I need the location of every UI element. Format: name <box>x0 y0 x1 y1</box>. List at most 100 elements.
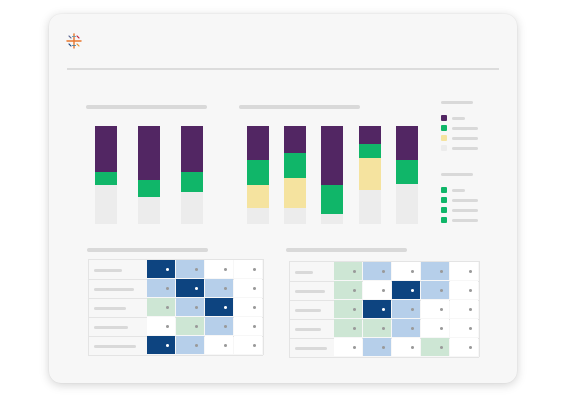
chart1-bar-1-purple-segment <box>95 126 117 173</box>
heatmap2-cell-5-4 <box>421 338 449 356</box>
heatmap2-cell-3-1 <box>334 300 362 318</box>
heatmap-1-title-placeholder <box>87 248 208 252</box>
heatmap2-cell-1-4-marker <box>440 269 443 273</box>
heatmap2-cell-5-2-marker <box>382 345 385 349</box>
heatmap1-cell-4-2 <box>176 317 204 335</box>
chart-2-title-placeholder <box>239 105 360 109</box>
heatmap1-frame-left <box>88 259 89 355</box>
heatmap1-row-label-3 <box>94 306 126 310</box>
heatmap1-cell-5-2-marker <box>195 343 198 347</box>
tableau-logo-icon[interactable] <box>66 33 82 49</box>
heatmap2-cell-3-4 <box>421 300 449 318</box>
heatmap2-cell-1-5 <box>450 262 478 280</box>
heatmap2-cell-1-4 <box>421 262 449 280</box>
heatmap1-row-divider-4 <box>88 336 263 337</box>
legend2-label-2 <box>452 198 478 202</box>
heatmap2-cell-5-2 <box>363 338 391 356</box>
chart2-bar-1-grey-segment <box>247 208 269 224</box>
heatmap2-cell-4-3 <box>392 319 420 337</box>
heatmap1-cell-5-1 <box>147 336 175 354</box>
legend2-label-4 <box>452 218 478 222</box>
heatmap1-cell-5-2 <box>176 336 204 354</box>
chart2-bar-5-purple-segment <box>396 126 418 161</box>
chart2-bar-3-green-segment <box>321 184 343 215</box>
heatmap2-cell-4-1 <box>334 319 362 337</box>
heatmap1-row-divider-1 <box>88 279 263 280</box>
heatmap2-cell-3-3 <box>392 300 420 318</box>
heatmap2-cell-2-5-marker <box>469 288 472 292</box>
heatmap2-cell-1-1-marker <box>353 269 356 273</box>
heatmap2-cell-3-2 <box>363 300 391 318</box>
heatmap2-row-label-1 <box>295 270 313 274</box>
heatmap1-cell-2-4-marker <box>253 286 256 290</box>
chart2-bar-2-purple-segment <box>284 126 306 154</box>
heatmap1-cell-1-3-marker <box>224 267 227 271</box>
heatmap2-row-label-5 <box>295 346 327 350</box>
heatmap1-cell-4-3-marker <box>224 324 227 328</box>
legend2-swatch-1 <box>441 187 447 193</box>
heatmap1-cell-1-1 <box>147 260 175 278</box>
chart2-bar-5 <box>396 126 418 224</box>
heatmap2-cell-4-5-marker <box>469 326 472 330</box>
heatmap1-row-divider-2 <box>88 298 263 299</box>
heatmap2-row-label-3 <box>295 308 321 312</box>
legend2-label-1 <box>452 188 465 192</box>
chart-1-title-placeholder <box>86 105 207 109</box>
chart2-bar-4-grey-segment <box>359 189 381 224</box>
chart2-bar-5-grey-segment <box>396 183 418 224</box>
heatmap2-cell-1-2 <box>363 262 391 280</box>
heatmap2-cell-2-1 <box>334 281 362 299</box>
header-divider <box>67 68 499 70</box>
chart1-bar-2 <box>138 126 160 224</box>
heatmap2-cell-4-3-marker <box>411 326 414 330</box>
heatmap1-row-divider-5 <box>88 355 263 356</box>
heatmap2-frame-left <box>289 261 290 357</box>
heatmap1-cell-2-1-marker <box>166 286 169 290</box>
heatmap1-cell-4-2-marker <box>195 324 198 328</box>
heatmap2-cell-3-3-marker <box>411 307 414 311</box>
heatmap1-cell-3-4 <box>234 298 262 316</box>
heatmap1-cell-1-2-marker <box>195 267 198 271</box>
heatmap1-cell-5-4 <box>234 336 262 354</box>
chart2-bar-5-green-segment <box>396 160 418 184</box>
chart1-bar-3-green-segment <box>181 172 203 192</box>
heatmap2-cell-2-3-marker <box>411 288 414 292</box>
heatmap1-cell-2-4 <box>234 279 262 297</box>
heatmap2-cell-4-5 <box>450 319 478 337</box>
heatmap2-cell-4-2-marker <box>382 326 385 330</box>
heatmap2-cell-3-2-marker <box>382 307 385 311</box>
legend1-label-2 <box>452 126 478 130</box>
legend1-swatch-4 <box>441 145 447 151</box>
heatmap2-cell-4-4 <box>421 319 449 337</box>
chart1-bar-2-grey-segment <box>138 196 160 224</box>
heatmap1-cell-3-3-marker <box>224 305 227 309</box>
heatmap1-cell-1-2 <box>176 260 204 278</box>
heatmap1-cell-1-4 <box>234 260 262 278</box>
heatmap2-cell-4-2 <box>363 319 391 337</box>
heatmap2-cell-3-5-marker <box>469 307 472 311</box>
heatmap2-cell-3-5 <box>450 300 478 318</box>
chart2-bar-4-purple-segment <box>359 126 381 144</box>
heatmap1-cell-3-2 <box>176 298 204 316</box>
heatmap1-cell-4-1-marker <box>166 324 169 328</box>
chart1-bar-2-green-segment <box>138 179 160 197</box>
legend1-label-1 <box>452 116 465 120</box>
chart2-bar-2-green-segment <box>284 153 306 178</box>
legend2-title-placeholder <box>441 173 473 176</box>
chart2-bar-2 <box>284 126 306 224</box>
heatmap1-cell-4-3 <box>205 317 233 335</box>
heatmap2-cell-5-5 <box>450 338 478 356</box>
chart1-bar-2-purple-segment <box>138 126 160 180</box>
chart2-bar-4-yellow-segment <box>359 158 381 190</box>
heatmap2-cell-5-5-marker <box>469 345 472 349</box>
heatmap1-cell-2-3-marker <box>224 286 227 290</box>
heatmap1-row-label-5 <box>94 344 136 348</box>
chart1-bar-1 <box>95 126 117 224</box>
heatmap1-cell-2-2 <box>176 279 204 297</box>
chart2-bar-1 <box>247 126 269 224</box>
heatmap1-frame-top <box>88 259 263 260</box>
heatmap1-cell-4-4 <box>234 317 262 335</box>
legend2-label-3 <box>452 208 478 212</box>
chart2-bar-1-yellow-segment <box>247 184 269 209</box>
chart2-bar-1-purple-segment <box>247 126 269 161</box>
